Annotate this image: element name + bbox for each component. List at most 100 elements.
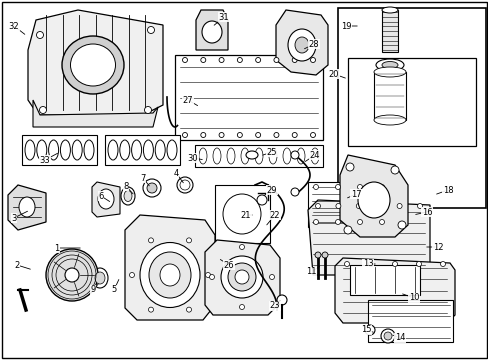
- Ellipse shape: [357, 185, 362, 189]
- Ellipse shape: [313, 220, 318, 225]
- Bar: [105, 135, 180, 165]
- Ellipse shape: [186, 238, 191, 243]
- Ellipse shape: [276, 295, 286, 305]
- Ellipse shape: [144, 107, 151, 113]
- Ellipse shape: [375, 59, 403, 71]
- Ellipse shape: [416, 261, 421, 266]
- Text: 10: 10: [408, 293, 418, 302]
- Ellipse shape: [343, 226, 351, 234]
- Ellipse shape: [235, 270, 248, 284]
- Ellipse shape: [155, 140, 165, 160]
- Ellipse shape: [273, 132, 278, 138]
- Text: 21: 21: [240, 211, 251, 220]
- Text: 19: 19: [340, 22, 350, 31]
- Ellipse shape: [95, 272, 105, 284]
- Ellipse shape: [37, 140, 47, 160]
- Ellipse shape: [72, 140, 82, 160]
- Ellipse shape: [143, 140, 153, 160]
- Ellipse shape: [290, 188, 298, 196]
- Ellipse shape: [140, 243, 200, 307]
- Ellipse shape: [182, 132, 187, 138]
- Ellipse shape: [147, 27, 154, 33]
- Text: 8: 8: [123, 181, 128, 190]
- Ellipse shape: [335, 220, 340, 225]
- Polygon shape: [125, 215, 215, 320]
- Ellipse shape: [390, 166, 398, 174]
- Polygon shape: [196, 10, 227, 50]
- Ellipse shape: [221, 256, 263, 298]
- Ellipse shape: [149, 252, 191, 298]
- Text: 1: 1: [54, 243, 60, 252]
- Ellipse shape: [292, 132, 297, 138]
- Text: 11: 11: [305, 267, 316, 276]
- Text: 31: 31: [218, 13, 229, 22]
- Ellipse shape: [287, 29, 315, 61]
- Ellipse shape: [357, 220, 362, 225]
- Ellipse shape: [383, 332, 391, 340]
- Polygon shape: [92, 182, 120, 217]
- Ellipse shape: [379, 185, 384, 189]
- Ellipse shape: [283, 148, 290, 164]
- Ellipse shape: [379, 220, 384, 225]
- Ellipse shape: [40, 107, 46, 113]
- Bar: [195, 145, 323, 167]
- Ellipse shape: [314, 252, 320, 258]
- Text: 3: 3: [11, 213, 17, 222]
- Ellipse shape: [142, 179, 161, 197]
- Ellipse shape: [160, 264, 180, 286]
- Ellipse shape: [294, 37, 308, 53]
- Polygon shape: [307, 200, 429, 275]
- Ellipse shape: [290, 151, 298, 159]
- Ellipse shape: [37, 32, 43, 39]
- Ellipse shape: [237, 132, 242, 138]
- Text: 20: 20: [328, 69, 339, 78]
- Ellipse shape: [392, 261, 397, 266]
- Ellipse shape: [237, 58, 242, 63]
- Ellipse shape: [356, 203, 361, 208]
- Text: 7: 7: [140, 174, 145, 183]
- Ellipse shape: [440, 261, 445, 266]
- Ellipse shape: [209, 274, 214, 279]
- Polygon shape: [204, 240, 280, 315]
- Text: 16: 16: [421, 207, 431, 216]
- Polygon shape: [8, 185, 46, 230]
- Bar: [22, 135, 97, 165]
- Ellipse shape: [321, 252, 327, 258]
- Ellipse shape: [167, 140, 177, 160]
- Polygon shape: [275, 10, 327, 75]
- Ellipse shape: [268, 148, 276, 164]
- Ellipse shape: [92, 268, 108, 288]
- Ellipse shape: [269, 274, 274, 279]
- Ellipse shape: [84, 140, 94, 160]
- Ellipse shape: [199, 148, 206, 164]
- Bar: [337, 8, 485, 208]
- Ellipse shape: [186, 307, 191, 312]
- Ellipse shape: [61, 140, 70, 160]
- Polygon shape: [334, 258, 454, 323]
- Ellipse shape: [335, 185, 340, 189]
- Ellipse shape: [205, 273, 210, 278]
- Ellipse shape: [19, 197, 35, 217]
- Ellipse shape: [70, 44, 115, 86]
- Ellipse shape: [373, 67, 405, 77]
- Ellipse shape: [310, 148, 318, 164]
- Ellipse shape: [129, 273, 134, 278]
- Text: 4: 4: [173, 168, 178, 177]
- Ellipse shape: [131, 140, 142, 160]
- Ellipse shape: [180, 180, 190, 190]
- Ellipse shape: [201, 58, 205, 63]
- Ellipse shape: [182, 58, 187, 63]
- Text: 29: 29: [266, 185, 277, 194]
- Ellipse shape: [396, 203, 401, 208]
- Ellipse shape: [296, 148, 305, 164]
- Bar: [367, 300, 452, 342]
- Bar: [373, 72, 405, 120]
- Ellipse shape: [219, 58, 224, 63]
- Text: 22: 22: [269, 211, 280, 220]
- Ellipse shape: [147, 183, 157, 193]
- Ellipse shape: [65, 268, 79, 282]
- Ellipse shape: [310, 58, 315, 63]
- Ellipse shape: [124, 190, 132, 202]
- Ellipse shape: [380, 329, 394, 343]
- Bar: [349, 265, 419, 295]
